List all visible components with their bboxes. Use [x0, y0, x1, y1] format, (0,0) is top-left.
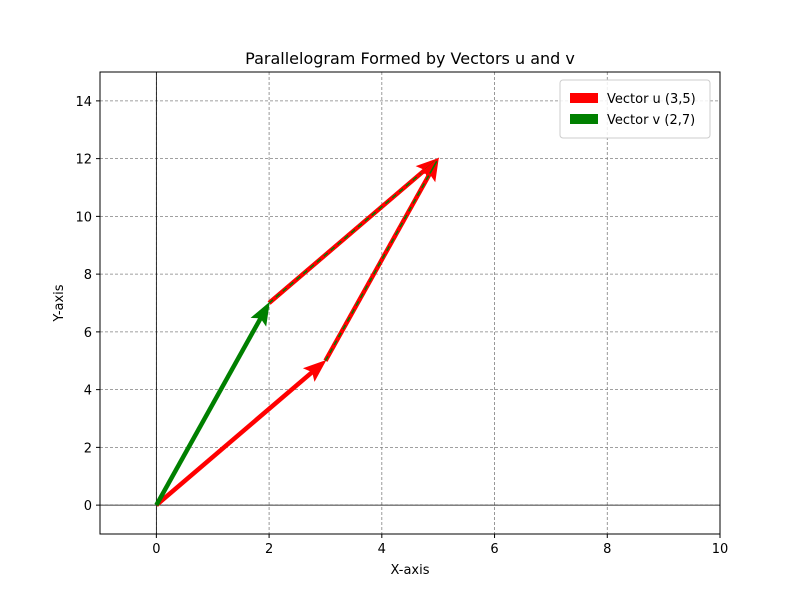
legend: Vector u (3,5) Vector v (2,7) — [559, 79, 711, 139]
vector-u-arrow — [154, 359, 327, 507]
y-tick-label: 10 — [75, 210, 92, 225]
vector-u-arrow — [267, 157, 440, 305]
vector-v-head-overlay — [429, 160, 438, 174]
vector-v-head — [250, 301, 270, 327]
y-axis-label: Y-axis — [52, 284, 67, 322]
vector-v-arrow — [154, 301, 270, 507]
zero-axes — [100, 72, 720, 534]
ticks: 0 2 4 6 8 10 0 2 4 6 8 10 12 14 — [75, 95, 728, 557]
y-tick-label: 12 — [75, 153, 92, 168]
vector-v-shaft — [154, 316, 263, 507]
y-tick-label: 0 — [84, 499, 92, 514]
legend-swatch — [570, 93, 598, 103]
y-tick-label: 8 — [84, 268, 92, 283]
legend-swatch — [570, 114, 598, 124]
legend-label: Vector v (2,7) — [607, 113, 695, 128]
x-tick-label: 6 — [490, 542, 498, 557]
y-tick-label: 14 — [75, 95, 92, 110]
x-tick-label: 2 — [265, 542, 273, 557]
y-tick-label: 6 — [84, 326, 92, 341]
legend-box — [559, 79, 711, 139]
vector-v-arrow — [323, 157, 439, 362]
vector-u-head — [302, 359, 327, 382]
x-tick-label: 8 — [603, 542, 611, 557]
y-tick-label: 4 — [84, 384, 92, 399]
vector-u-shaft — [154, 370, 314, 507]
x-tick-label: 10 — [712, 542, 729, 557]
vector-u-dash-overlay — [268, 169, 426, 304]
x-tick-label: 0 — [152, 542, 160, 557]
chart-title: Parallelogram Formed by Vectors u and v — [245, 49, 575, 68]
vector-v-shaft — [323, 172, 432, 362]
x-axis-label: X-axis — [391, 563, 430, 578]
y-tick-label: 2 — [84, 441, 92, 456]
legend-label: Vector u (3,5) — [607, 92, 696, 107]
grid — [100, 72, 721, 534]
x-tick-label: 4 — [378, 542, 386, 557]
plot-frame — [99, 71, 721, 535]
vectors — [154, 157, 440, 507]
